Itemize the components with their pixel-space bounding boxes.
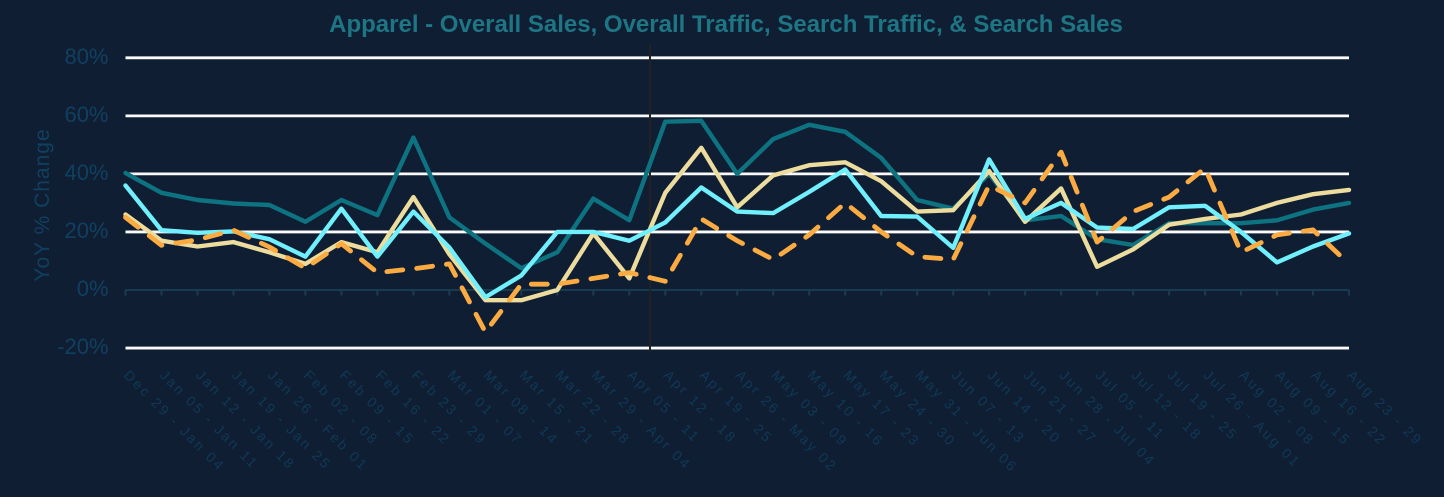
svg-text:Apparel - Overall Sales, Overa: Apparel - Overall Sales, Overall Traffic… [329,11,1123,38]
svg-text:80%: 80% [64,44,108,69]
svg-text:40%: 40% [64,160,108,185]
svg-text:0%: 0% [77,276,109,301]
svg-text:YoY % Change: YoY % Change [31,128,54,281]
svg-text:20%: 20% [64,218,108,243]
svg-text:60%: 60% [64,102,108,127]
svg-text:-20%: -20% [57,334,108,359]
